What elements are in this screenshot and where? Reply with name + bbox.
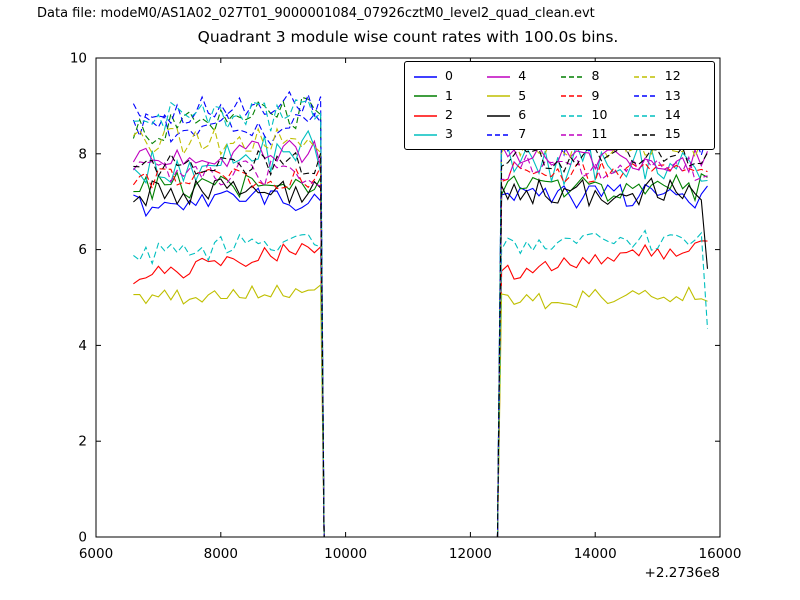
x-tick-label: 12000 xyxy=(449,546,492,562)
legend-line-sample xyxy=(414,114,437,117)
y-tick-label: 4 xyxy=(78,338,87,354)
legend-line-sample xyxy=(560,76,584,78)
x-axis-offset-label: +2.2736e8 xyxy=(645,565,720,581)
series-line-3 xyxy=(133,129,708,538)
series-line-4 xyxy=(132,139,709,538)
legend-item-14: 14 xyxy=(633,106,706,125)
legend-item-5: 5 xyxy=(486,86,559,105)
series-line-11 xyxy=(132,153,708,538)
legend-line-sample xyxy=(633,114,657,117)
legend-label: 15 xyxy=(664,126,681,142)
legend-line-sample xyxy=(487,134,511,136)
x-tick-label: 8000 xyxy=(204,546,238,562)
legend-label: 9 xyxy=(591,87,600,103)
legend-label: 13 xyxy=(664,87,681,103)
legend-label: 8 xyxy=(591,68,600,84)
legend-line-sample xyxy=(560,134,584,136)
series-line-8 xyxy=(132,96,708,538)
series-line-6 xyxy=(133,177,709,538)
series-line-5 xyxy=(133,283,708,538)
legend-line-sample xyxy=(633,95,657,98)
legend-label: 7 xyxy=(518,126,527,142)
x-tick-label: 10000 xyxy=(324,546,367,562)
legend-item-2: 2 xyxy=(413,106,486,125)
series-line-2 xyxy=(133,240,708,538)
legend-item-15: 15 xyxy=(633,125,706,144)
legend-item-4: 4 xyxy=(486,67,559,86)
series-line-13 xyxy=(132,90,708,538)
legend-item-6: 6 xyxy=(486,106,559,125)
legend-item-13: 13 xyxy=(633,86,706,105)
legend-line-sample xyxy=(487,95,511,98)
y-tick-label: 6 xyxy=(78,242,87,258)
legend-label: 6 xyxy=(518,106,527,122)
legend-label: 14 xyxy=(664,106,681,122)
y-tick-label: 0 xyxy=(78,530,87,546)
legend-label: 4 xyxy=(518,68,527,84)
legend-item-11: 11 xyxy=(560,125,633,144)
legend-label: 10 xyxy=(591,106,608,122)
legend-line-sample xyxy=(414,76,437,78)
legend-item-9: 9 xyxy=(560,86,633,105)
legend-box: 0 1 2 3 4 5 6 7 8 9 10 11 12 13 14 15 xyxy=(404,61,715,150)
legend-item-7: 7 xyxy=(486,125,559,144)
legend-label: 3 xyxy=(445,126,453,142)
legend-label: 2 xyxy=(445,106,453,122)
y-tick-label: 10 xyxy=(70,51,87,67)
legend-line-sample xyxy=(414,134,437,136)
legend-line-sample xyxy=(560,114,584,117)
legend-label: 12 xyxy=(664,68,681,84)
legend-line-sample xyxy=(633,76,657,78)
legend-line-sample xyxy=(414,95,437,98)
legend-label: 5 xyxy=(518,87,527,103)
legend-label: 11 xyxy=(591,126,608,142)
legend-line-sample xyxy=(560,95,584,98)
legend-line-sample xyxy=(487,114,511,117)
legend-item-1: 1 xyxy=(413,86,486,105)
x-tick-label: 14000 xyxy=(574,546,617,562)
series-line-15 xyxy=(133,144,708,538)
series-line-9 xyxy=(132,160,708,538)
series-line-1 xyxy=(133,171,708,538)
plot-title: Quadrant 3 module wise count rates with … xyxy=(197,28,619,46)
y-tick-label: 8 xyxy=(78,146,87,162)
series-line-10 xyxy=(133,229,709,538)
data-file-label: Data file: modeM0/AS1A02_027T01_90000010… xyxy=(37,6,595,21)
legend-label: 1 xyxy=(445,87,453,103)
legend-item-12: 12 xyxy=(633,67,706,86)
legend-item-8: 8 xyxy=(560,67,633,86)
legend-label: 0 xyxy=(445,68,453,84)
x-tick-label: 6000 xyxy=(79,546,113,562)
x-tick-label: 16000 xyxy=(699,546,742,562)
y-tick-label: 2 xyxy=(78,434,87,450)
legend-item-10: 10 xyxy=(560,106,633,125)
axes-frame xyxy=(95,57,721,538)
legend-item-0: 0 xyxy=(413,67,486,86)
legend-line-sample xyxy=(487,76,511,78)
legend-item-3: 3 xyxy=(413,125,486,144)
legend-line-sample xyxy=(633,134,657,136)
